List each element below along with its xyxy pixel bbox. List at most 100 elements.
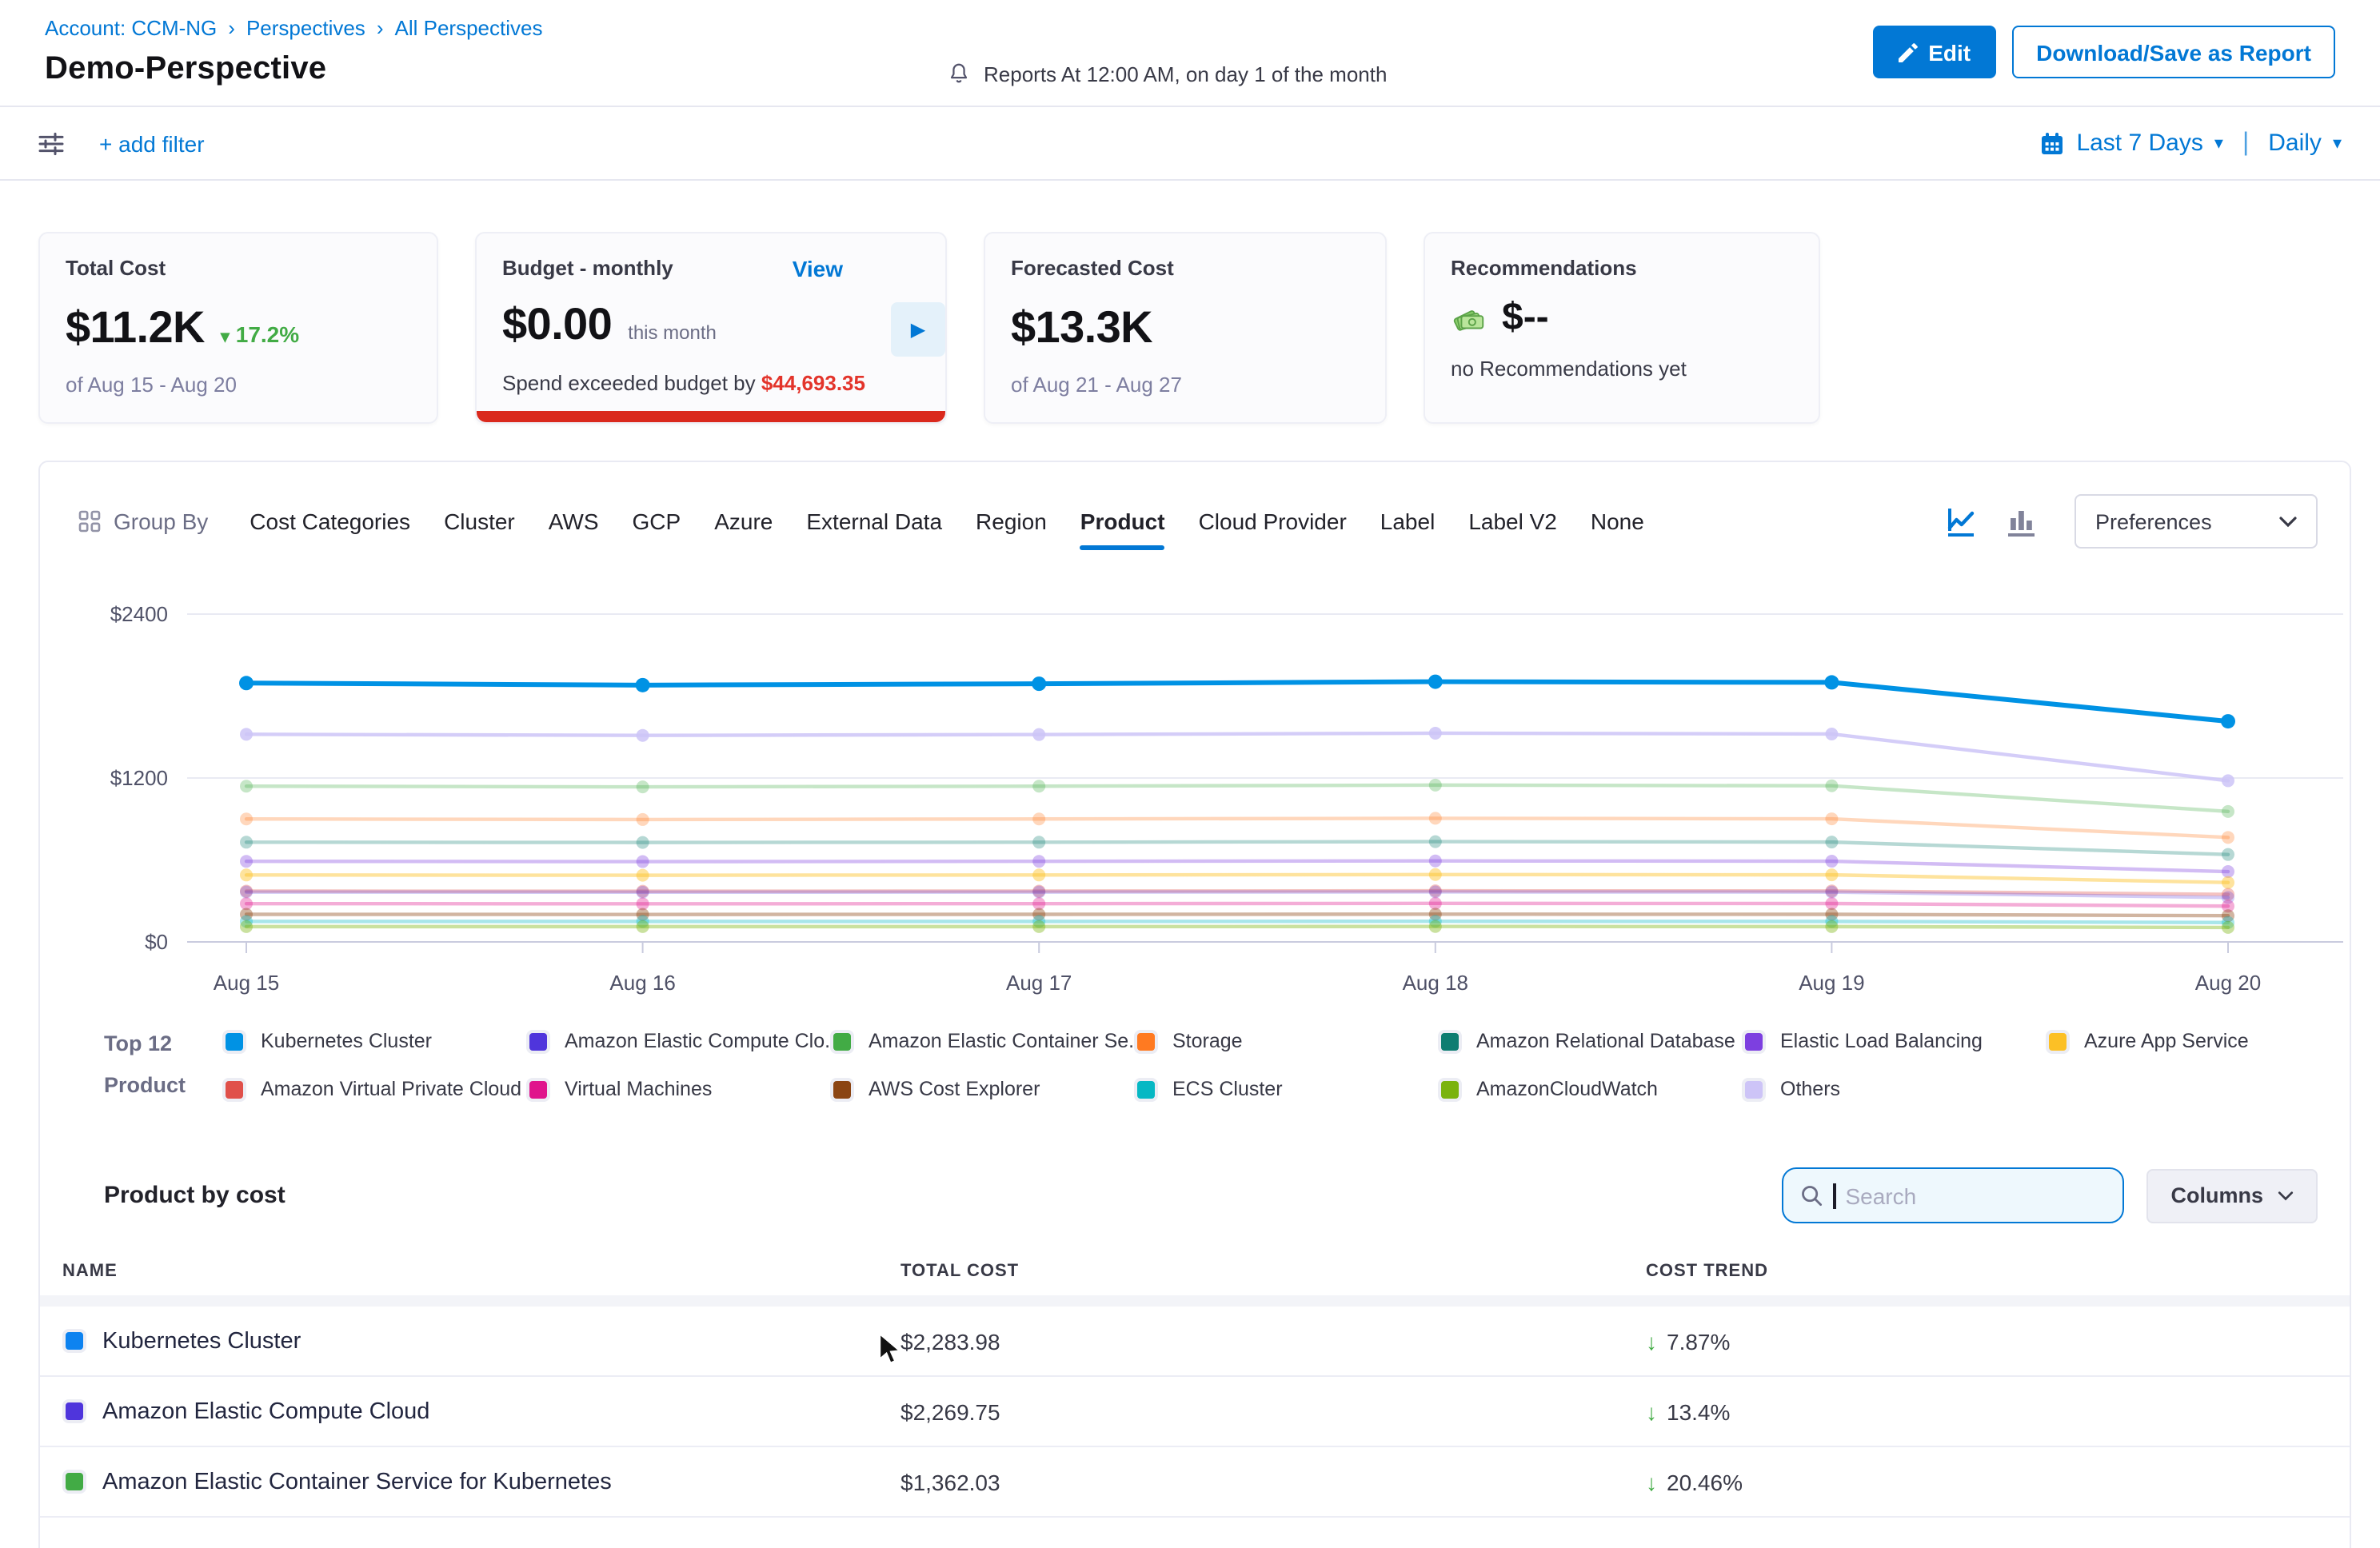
- data-point-others: [1429, 727, 1442, 740]
- tab-region[interactable]: Region: [976, 509, 1047, 534]
- tab-cluster[interactable]: Cluster: [444, 509, 515, 534]
- filter-settings-icon[interactable]: [29, 121, 74, 166]
- trend-percent: 13.4%: [1667, 1398, 1730, 1424]
- line-chart-icon[interactable]: [1947, 506, 1980, 537]
- table-row-kubernetes-cluster[interactable]: Kubernetes Cluster$2,283.98↓7.87%: [40, 1307, 2350, 1377]
- legend-item-aws-cost-explorer[interactable]: AWS Cost Explorer: [830, 1077, 1134, 1101]
- legend-item-amazon-virtual-private-cloud[interactable]: Amazon Virtual Private Cloud: [222, 1077, 526, 1101]
- tab-azure[interactable]: Azure: [714, 509, 773, 534]
- forecasted-cost-card: Forecasted Cost $13.3K of Aug 21 - Aug 2…: [984, 232, 1387, 424]
- time-controls: Last 7 Days ▾ | Daily ▾: [2039, 129, 2342, 158]
- budget-value-suffix: this month: [628, 321, 717, 344]
- column-header-total-cost[interactable]: TOTAL COST: [900, 1262, 1646, 1281]
- data-point-kubernetes-cluster: [1428, 675, 1443, 689]
- data-point-amazon-elastic-container-se: [1825, 780, 1838, 792]
- chevron-down-icon: ▾: [2214, 133, 2223, 154]
- legend-item-ecs-cluster[interactable]: ECS Cluster: [1134, 1077, 1438, 1101]
- legend-item-azure-app-service[interactable]: Azure App Service: [2046, 1029, 2350, 1053]
- legend-swatch: [222, 1077, 246, 1101]
- legend-item-amazon-elastic-container-se[interactable]: Amazon Elastic Container Se...: [830, 1029, 1134, 1053]
- total-cost-trend: ▾ 17.2%: [221, 321, 299, 347]
- breadcrumb-all-perspectives-link[interactable]: All Perspectives: [395, 16, 543, 40]
- granularity-dropdown[interactable]: Daily ▾: [2268, 130, 2342, 157]
- tab-gcp[interactable]: GCP: [633, 509, 681, 534]
- date-range-dropdown[interactable]: Last 7 Days ▾: [2039, 130, 2223, 157]
- legend-item-amazon-relational-database[interactable]: Amazon Relational Database ...: [1438, 1029, 1742, 1053]
- column-header-name[interactable]: NAME: [62, 1262, 900, 1281]
- budget-view-link[interactable]: View: [793, 256, 843, 281]
- tab-label[interactable]: Label: [1380, 509, 1436, 534]
- budget-exceeded-amount: $44,693.35: [761, 371, 865, 395]
- series-line-virtual-machines: [246, 904, 2228, 906]
- edit-button[interactable]: Edit: [1872, 26, 1996, 78]
- table-body: Kubernetes Cluster$2,283.98↓7.87%Amazon …: [40, 1307, 2350, 1518]
- data-point-amazoncloudwatch: [1032, 920, 1045, 933]
- tab-label-v2[interactable]: Label V2: [1468, 509, 1557, 534]
- add-filter-button[interactable]: + add filter: [99, 130, 205, 156]
- chart-legend: Top 12 Product Kubernetes ClusterAmazon …: [40, 1017, 2350, 1132]
- tab-aws[interactable]: AWS: [549, 509, 599, 534]
- download-save-report-button[interactable]: Download/Save as Report: [2012, 26, 2335, 78]
- breadcrumb-perspectives-link[interactable]: Perspectives: [246, 16, 365, 40]
- data-point-azure-app-service: [1825, 868, 1838, 881]
- report-schedule: Reports At 12:00 AM, on day 1 of the mon…: [947, 61, 1387, 86]
- data-point-azure-app-service: [2222, 876, 2234, 889]
- table-row-amazon-elastic-compute-cloud[interactable]: Amazon Elastic Compute Cloud$2,269.75↓13…: [40, 1377, 2350, 1447]
- columns-button[interactable]: Columns: [2146, 1168, 2318, 1223]
- breadcrumb-account-link[interactable]: Account: CCM-NG: [45, 16, 217, 40]
- legend-swatch: [526, 1077, 550, 1101]
- data-point-others: [2222, 774, 2234, 787]
- tab-product[interactable]: Product: [1080, 509, 1165, 534]
- card-title: Forecasted Cost: [1011, 256, 1360, 280]
- series-line-amazon-elastic-compute-clo: [246, 892, 2228, 897]
- tab-external-data[interactable]: External Data: [806, 509, 942, 534]
- chevron-down-icon: [2278, 1191, 2294, 1200]
- row-cost-trend: ↓7.87%: [1646, 1328, 2350, 1354]
- legend-item-elastic-load-balancing[interactable]: Elastic Load Balancing: [1742, 1029, 2046, 1053]
- legend-swatch: [830, 1029, 854, 1053]
- data-point-amazon-relational-database: [240, 836, 253, 848]
- legend-swatch: [1438, 1077, 1462, 1101]
- grid-icon: [78, 510, 101, 533]
- legend-swatch: [2046, 1029, 2070, 1053]
- tab-cloud-provider[interactable]: Cloud Provider: [1199, 509, 1347, 534]
- money-icon: [1451, 300, 1488, 337]
- row-name-cell: Kubernetes Cluster: [62, 1328, 900, 1354]
- legend-swatch: [1742, 1029, 1766, 1053]
- total-cost-value: $11.2K: [66, 302, 205, 353]
- data-point-amazon-relational-database: [637, 836, 649, 849]
- tab-none[interactable]: None: [1591, 509, 1644, 534]
- series-line-kubernetes-cluster: [246, 682, 2228, 722]
- cost-chart[interactable]: $0$1200$2400Aug 15Aug 16Aug 17Aug 18Aug …: [40, 574, 2353, 1009]
- legend-item-kubernetes-cluster[interactable]: Kubernetes Cluster: [222, 1029, 526, 1053]
- data-point-amazoncloudwatch: [637, 920, 649, 933]
- legend-item-virtual-machines[interactable]: Virtual Machines: [526, 1077, 830, 1101]
- legend-item-amazon-elastic-compute-clo[interactable]: Amazon Elastic Compute Clo...: [526, 1029, 830, 1053]
- legend-item-amazoncloudwatch[interactable]: AmazonCloudWatch: [1438, 1077, 1742, 1101]
- forecasted-cost-value: $13.3K: [1011, 302, 1152, 353]
- tab-cost-categories[interactable]: Cost Categories: [250, 509, 410, 534]
- column-header-cost-trend[interactable]: COST TREND: [1646, 1262, 2350, 1281]
- data-point-others: [1825, 728, 1838, 740]
- budget-exceeded-text: Spend exceeded budget by $44,693.35: [502, 371, 920, 395]
- product-cost-table: NAME TOTAL COST COST TREND Kubernetes Cl…: [40, 1249, 2350, 1518]
- legend-item-others[interactable]: Others: [1742, 1077, 2046, 1101]
- budget-expand-button[interactable]: ▶: [891, 302, 945, 357]
- columns-button-label: Columns: [2170, 1183, 2263, 1207]
- data-point-amazon-relational-database: [1032, 836, 1045, 848]
- series-line-amazon-elastic-container-se: [246, 785, 2228, 812]
- legend-label: Azure App Service: [2084, 1030, 2249, 1052]
- bar-chart-icon[interactable]: [2006, 506, 2039, 537]
- table-row-amazon-elastic-container-service-for-kubernetes[interactable]: Amazon Elastic Container Service for Kub…: [40, 1447, 2350, 1518]
- search-input[interactable]: [1845, 1183, 2101, 1208]
- row-name: Amazon Elastic Compute Cloud: [102, 1398, 429, 1424]
- data-point-storage: [1429, 812, 1442, 824]
- legend-swatch: [1742, 1077, 1766, 1101]
- preferences-label: Preferences: [2095, 509, 2212, 533]
- mouse-cursor: [878, 1332, 905, 1375]
- data-point-others: [1032, 728, 1045, 741]
- bell-icon: [947, 61, 971, 86]
- legend-item-storage[interactable]: Storage: [1134, 1029, 1438, 1053]
- preferences-dropdown[interactable]: Preferences: [2075, 494, 2318, 549]
- legend-label: Amazon Elastic Compute Clo...: [565, 1030, 841, 1052]
